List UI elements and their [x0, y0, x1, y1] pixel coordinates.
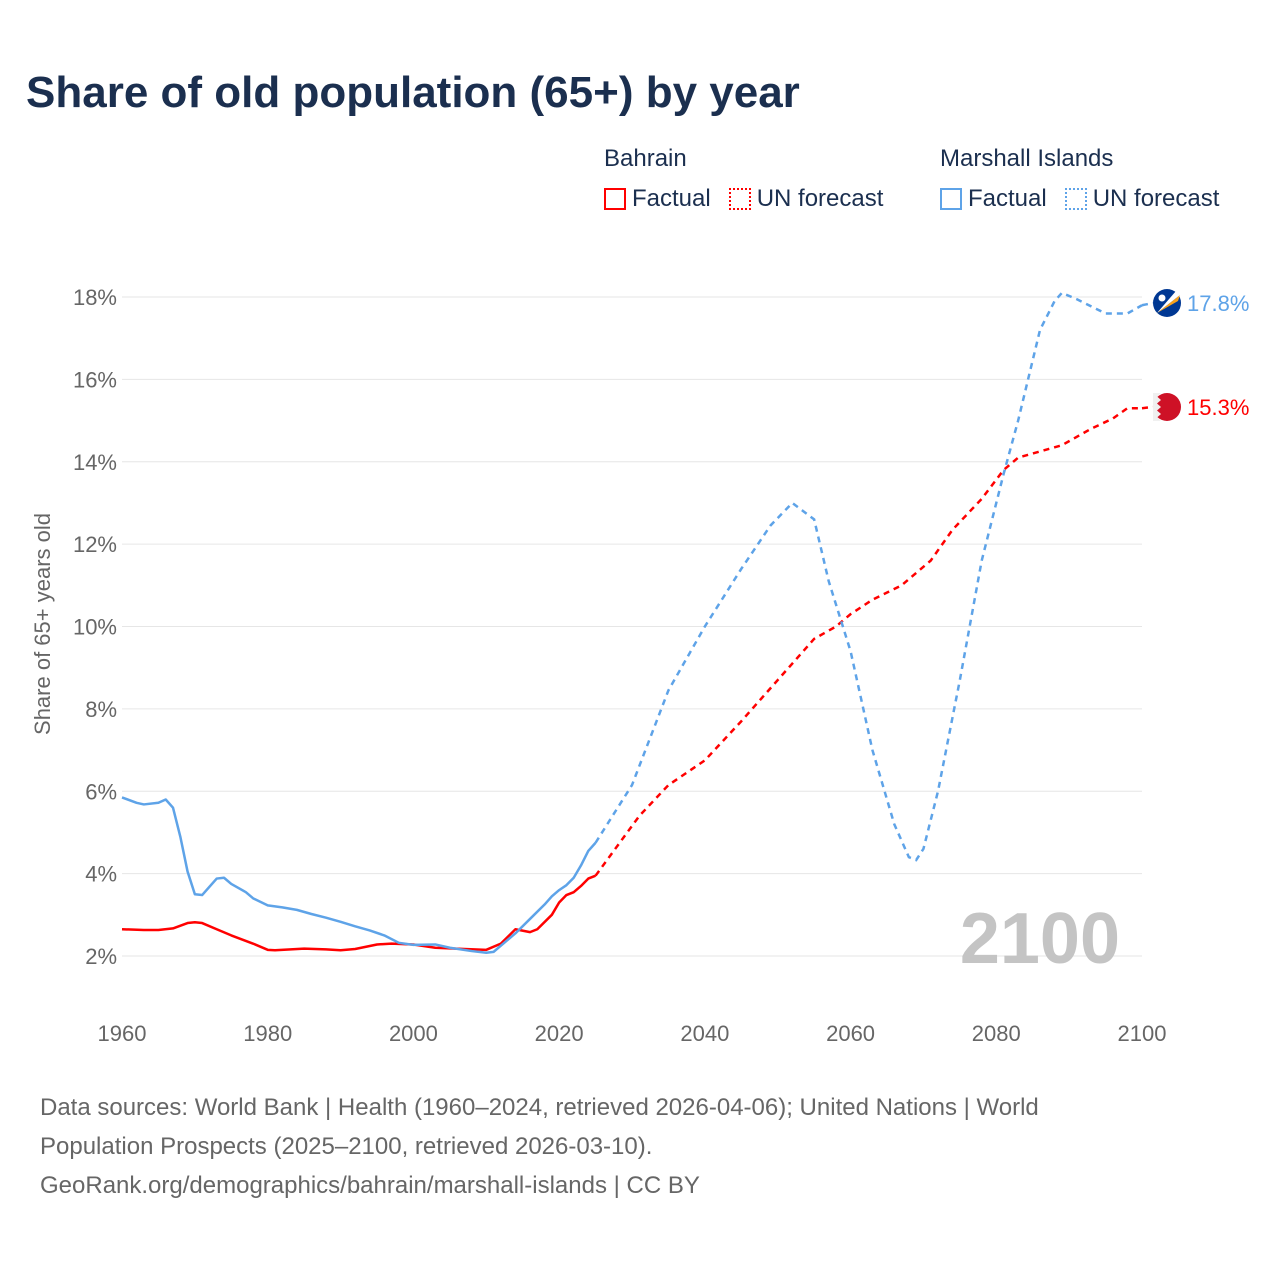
y-tick-label: 2%: [85, 944, 117, 969]
legend-label: UN forecast: [1092, 185, 1220, 212]
marshall-islands-connector: [1141, 301, 1154, 307]
bahrain-factual-line: [121, 874, 597, 952]
x-tick-label: 2020: [535, 1021, 584, 1046]
bahrain-connector: [1141, 405, 1154, 410]
sources-link[interactable]: GeoRank.org/demographics/bahrain/marshal…: [40, 1172, 700, 1199]
y-tick-label: 14%: [73, 450, 117, 475]
x-tick-label: 1960: [98, 1021, 147, 1046]
flag-white: [1157, 291, 1180, 313]
sources-line: Data sources: World Bank | Health (1960–…: [40, 1094, 1039, 1121]
x-tick-label: 2100: [1118, 1021, 1167, 1046]
legend-marshall-factual[interactable]: Factual: [940, 185, 1047, 213]
chart-title: Share of old population (65+) by year: [26, 68, 800, 117]
marshall-islands-flag-icon: [1153, 289, 1181, 317]
flag-star: [1158, 294, 1166, 302]
legend-bahrain-factual[interactable]: Factual: [604, 185, 711, 213]
y-tick-label: 8%: [85, 697, 117, 722]
legend-group-title: Bahrain: [604, 145, 687, 172]
sources-note: Data sources: World Bank | Health (1960–…: [40, 1088, 1240, 1205]
legend-swatch: [604, 188, 626, 210]
x-tick-label: 2040: [680, 1021, 729, 1046]
marshall-islands-factual-line: [121, 796, 597, 954]
y-tick-label: 10%: [73, 615, 117, 640]
legend-swatch: [728, 188, 751, 210]
legend-label: Factual: [968, 185, 1047, 212]
marshall-islands-end-label: 17.8%: [1187, 291, 1249, 316]
y-tick-label: 4%: [85, 862, 117, 887]
x-tick-label: 1980: [243, 1021, 292, 1046]
y-tick-label: 18%: [73, 285, 117, 310]
legend-marshall-islands: Marshall Islands Factual UN forecast: [940, 145, 1219, 213]
year-watermark: 2100: [960, 899, 1120, 979]
legend-swatch: [1064, 188, 1087, 210]
sources-line: Population Prospects (2025–2100, retriev…: [40, 1133, 653, 1160]
x-tick-label: 2060: [826, 1021, 875, 1046]
x-tick-label: 2080: [972, 1021, 1021, 1046]
y-tick-label: 12%: [73, 532, 117, 557]
bahrain-end-label: 15.3%: [1187, 395, 1249, 420]
legend-marshall-forecast[interactable]: UN forecast: [1064, 185, 1220, 213]
legend-label: UN forecast: [756, 185, 884, 212]
legend-bahrain-forecast[interactable]: UN forecast: [728, 185, 884, 213]
y-axis-label: Share of 65+ years old: [30, 513, 55, 735]
flag-white: [1153, 393, 1161, 421]
marshall-islands-forecast-line: [594, 291, 1143, 862]
x-tick-label: 2000: [389, 1021, 438, 1046]
bahrain-forecast-line: [594, 406, 1142, 877]
y-tick-label: 16%: [73, 367, 117, 392]
legend-swatch: [940, 188, 962, 210]
legend-label: Factual: [632, 185, 711, 212]
legend-group-title: Marshall Islands: [940, 145, 1114, 172]
legend-bahrain: Bahrain Factual UN forecast: [604, 145, 883, 213]
y-tick-label: 6%: [85, 779, 117, 804]
bahrain-flag-icon: [1153, 393, 1181, 421]
